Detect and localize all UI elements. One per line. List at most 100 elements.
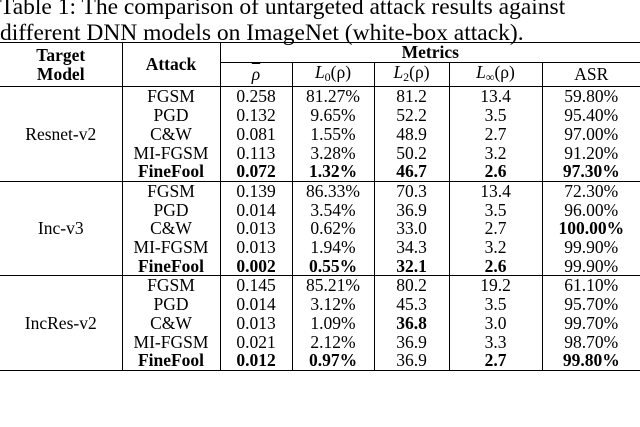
linf-cell: 3.5: [449, 200, 543, 220]
linf-header: L∞(ρ): [449, 61, 543, 87]
model-cell: IncRes-v2: [0, 275, 123, 371]
l0-cell: 0.97%: [292, 351, 375, 371]
table-row: MI-FGSM 0.013 1.94% 34.3 3.2 99.90%: [0, 238, 640, 257]
attack-cell: MI-FGSM: [122, 143, 221, 163]
table-row: C&W 0.013 1.09% 36.8 3.0 99.70%: [0, 314, 640, 333]
l2-cell: 33.0: [374, 219, 450, 239]
rho-cell: 0.132: [220, 106, 293, 125]
linf-cell: 13.4: [449, 86, 543, 107]
l2-cell: 46.7: [374, 162, 450, 182]
linf-cell: 3.3: [449, 332, 543, 352]
linf-cell: 3.0: [449, 314, 543, 333]
rho-cell: 0.021: [220, 332, 293, 352]
asr-cell: 99.90%: [564, 237, 619, 258]
attack-cell: PGD: [122, 295, 221, 314]
rho-bar-header: ρ: [220, 62, 293, 87]
l0-cell: 1.09%: [292, 314, 375, 333]
linf-cell: 3.5: [449, 106, 543, 125]
l2-cell: 36.9: [374, 332, 450, 352]
asr-cell: 99.70%: [564, 312, 619, 333]
l2-cell: 45.3: [374, 295, 450, 314]
rho-cell: 0.013: [220, 219, 293, 239]
asr-cell: 95.70%: [564, 294, 619, 315]
rho-cell: 0.014: [220, 295, 293, 314]
l2-base: L: [393, 61, 404, 82]
attack-cell: PGD: [122, 106, 221, 125]
linf-base: L: [476, 61, 486, 82]
l0-cell: 9.65%: [292, 106, 375, 125]
linf-cell: 3.5: [449, 295, 543, 314]
l0-header: L0(ρ): [292, 61, 375, 87]
l0-cell: 81.27%: [292, 86, 375, 107]
header-row-1: Target Model Attack Metrics: [0, 42, 640, 87]
linf-cell: 3.2: [449, 238, 543, 257]
asr-header: ASR: [574, 64, 609, 85]
caption-line-2: different DNN models on ImageNet (white-…: [0, 20, 524, 46]
linf-cell: 2.7: [449, 125, 543, 144]
l0-cell: 86.33%: [292, 181, 375, 201]
l0-base: L: [314, 61, 325, 82]
rho-cell: 0.013: [220, 314, 293, 333]
rho-cell: 0.014: [220, 200, 293, 220]
asr-cell: 59.80%: [564, 86, 619, 107]
l0-cell: 1.94%: [292, 238, 375, 257]
l2-cell: 81.2: [374, 86, 450, 107]
table-row: FineFool 0.072 1.32% 46.7 2.6 97.30%: [0, 161, 640, 182]
asr-cell: 99.90%: [564, 255, 619, 276]
linf-cell: 2.7: [449, 351, 543, 371]
asr-cell: 98.70%: [564, 331, 619, 352]
target-model-header: Target Model: [0, 42, 123, 87]
linf-cell: 2.6: [449, 256, 543, 276]
attack-cell: FGSM: [122, 86, 221, 107]
l0-cell: 0.55%: [292, 256, 375, 276]
l2-cell: 80.2: [374, 275, 450, 296]
asr-cell: 96.00%: [564, 199, 619, 220]
caption-line-1: Table 1: The comparison of untargeted at…: [0, 0, 566, 20]
l0-cell: 1.55%: [292, 125, 375, 144]
l0-cell: 0.62%: [292, 219, 375, 239]
attack-cell: FGSM: [122, 275, 221, 296]
l2-header: L2(ρ): [374, 61, 450, 87]
rho-cell: 0.139: [220, 181, 293, 201]
linf-cell: 13.4: [449, 181, 543, 201]
l0-sub: 0: [324, 69, 331, 84]
l0-cell: 2.12%: [292, 332, 375, 352]
attack-cell: PGD: [122, 200, 221, 220]
asr-cell: 97.30%: [562, 161, 620, 182]
asr-cell: 95.40%: [564, 105, 619, 126]
rho-cell: 0.072: [220, 162, 293, 182]
model-cell: Inc-v3: [0, 181, 123, 276]
model-cell: Resnet-v2: [0, 86, 123, 182]
table-row: FineFool 0.002 0.55% 32.1 2.6 99.90%: [0, 255, 640, 276]
attack-cell: C&W: [122, 314, 221, 333]
l2-cell: 50.2: [374, 143, 450, 163]
l2-cell: 52.2: [374, 106, 450, 125]
l2-cell: 36.9: [374, 200, 450, 220]
l0-cell: 3.54%: [292, 200, 375, 220]
table-row: C&W 0.081 1.55% 48.9 2.7 97.00%: [0, 125, 640, 144]
l2-cell: 36.8: [374, 314, 450, 333]
asr-cell: 61.10%: [564, 275, 619, 296]
asr-cell: 100.00%: [558, 218, 625, 239]
l0-cell: 3.12%: [292, 295, 375, 314]
rho-cell: 0.113: [220, 143, 293, 163]
rho-cell: 0.002: [220, 256, 293, 276]
linf-cell: 2.6: [449, 162, 543, 182]
table-row: Resnet-v2 FGSM 0.258 81.27% 81.2 13.4 59.80%: [0, 86, 640, 182]
l0-cell: 1.32%: [292, 162, 375, 182]
linf-cell: 2.7: [449, 219, 543, 239]
attack-cell: FineFool: [122, 162, 221, 182]
l0-cell: 3.28%: [292, 143, 375, 163]
l2-arg: (ρ): [409, 61, 430, 82]
l0-cell: 85.21%: [292, 275, 375, 296]
attack-cell: C&W: [122, 125, 221, 144]
metrics-header: Metrics: [220, 42, 640, 63]
rho-bar-symbol: ρ: [251, 64, 261, 85]
l2-cell: 70.3: [374, 181, 450, 201]
rho-cell: 0.012: [220, 351, 293, 371]
table-caption: Table 1: The comparison of untargeted at…: [0, 0, 640, 46]
results-body: Resnet-v2 FGSM 0.258 81.27% 81.2 13.4 59.80% PG…: [0, 86, 640, 371]
table-row: Inc-v3 FGSM 0.139 86.33% 70.3 13.4 72.30%: [0, 181, 640, 276]
table-row: PGD 0.014 3.54% 36.9 3.5 96.00%: [0, 199, 640, 220]
target-model-header-line1: Target: [36, 44, 86, 65]
